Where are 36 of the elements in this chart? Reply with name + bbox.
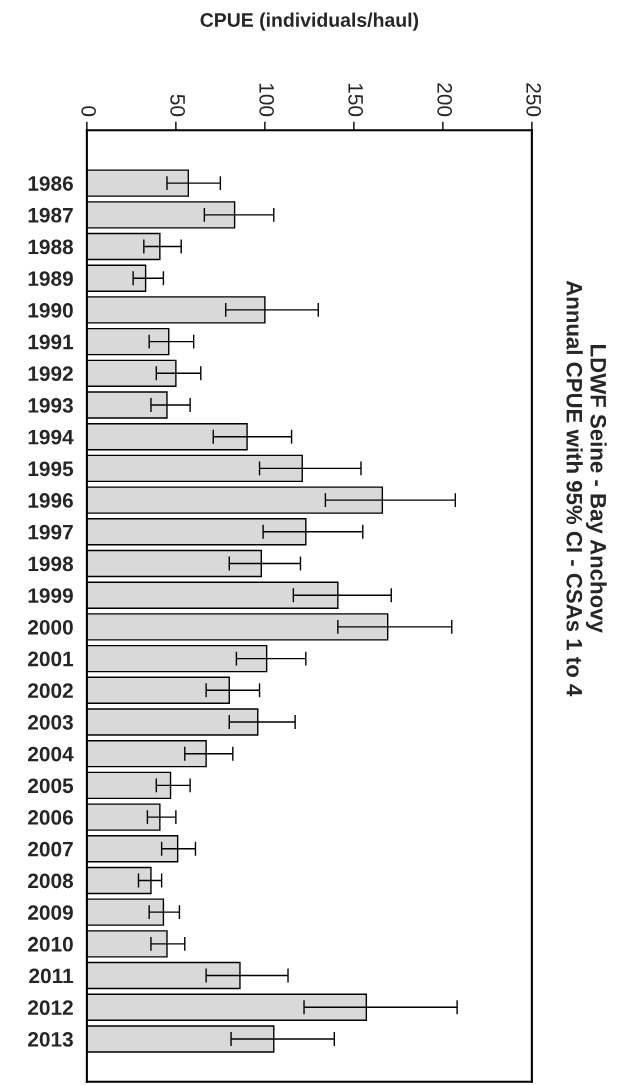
y-tick-label: 2006 bbox=[28, 810, 73, 825]
x-tick-label: 100 bbox=[259, 83, 275, 117]
x-tick-label: 150 bbox=[348, 83, 364, 117]
y-tick-label: 2000 bbox=[28, 619, 73, 635]
y-tick-label: 1986 bbox=[28, 176, 73, 191]
y-tick-label: 1989 bbox=[28, 271, 73, 286]
x-tick-label: 250 bbox=[526, 83, 542, 117]
y-tick-label: 1991 bbox=[28, 334, 74, 350]
x-tick-label: 0 bbox=[81, 106, 97, 117]
y-tick-label: 1996 bbox=[28, 493, 73, 508]
y-tick-label: 1998 bbox=[28, 556, 74, 572]
y-tick-label: 2001 bbox=[28, 651, 74, 667]
y-tick-label: 1992 bbox=[28, 366, 73, 382]
text: LDWF Seine - Bay Anchovy Annual CPUE with 95% CI - CSAs 1 to 4 bbox=[566, 280, 607, 697]
x-tick-label: 50 bbox=[170, 94, 186, 117]
y-tick-label: 2009 bbox=[28, 905, 73, 920]
x-axis-title: CPUE (individuals/haul) bbox=[200, 12, 419, 31]
y-tick-label: 2008 bbox=[28, 873, 74, 889]
y-tick-label: 2002 bbox=[28, 683, 73, 699]
y-tick-label: 1990 bbox=[28, 302, 73, 318]
y-tick-label: 2012 bbox=[28, 1000, 73, 1016]
y-tick-label: 1997 bbox=[28, 524, 73, 540]
y-tick-label: 2004 bbox=[28, 746, 74, 762]
y-tick-label: 2010 bbox=[28, 936, 73, 952]
y-tick-label: 2011 bbox=[29, 968, 74, 984]
y-tick-label: 1987 bbox=[28, 207, 73, 223]
y-tick-label: 2013 bbox=[28, 1031, 73, 1047]
y-tick-label: 1999 bbox=[28, 588, 73, 603]
y-tick-label: 2003 bbox=[28, 714, 73, 730]
y-tick-label: 1995 bbox=[28, 461, 74, 477]
y-tick-label: 2005 bbox=[28, 778, 74, 794]
y-tick-label: 1994 bbox=[28, 429, 74, 445]
y-tick-label: 2007 bbox=[28, 841, 73, 857]
y-tick-label: 1988 bbox=[28, 239, 74, 255]
y-tick-label: 1993 bbox=[28, 398, 73, 413]
x-tick-label: 200 bbox=[437, 83, 453, 117]
